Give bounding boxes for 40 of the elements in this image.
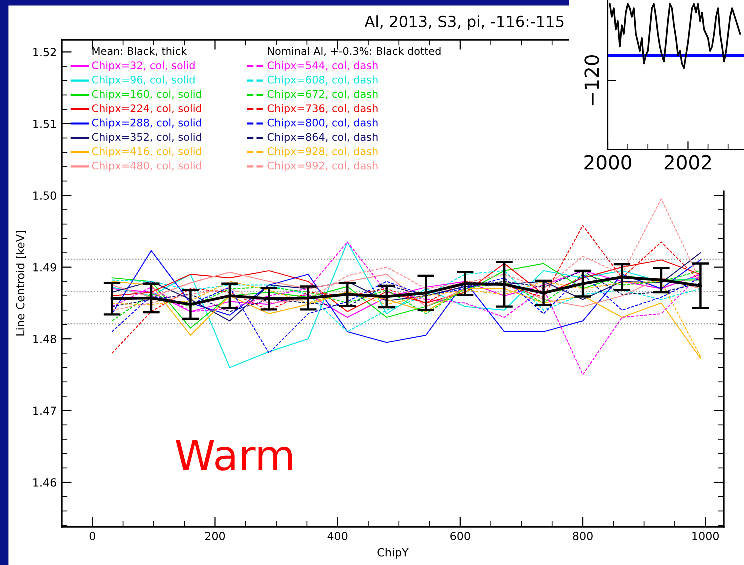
y-tick-label: 1.51 xyxy=(34,120,56,128)
y-tick-label: 1.52 xyxy=(34,48,56,57)
y-tick-label: 1.46 xyxy=(34,478,56,487)
legend-label: Chipx=672, col, dash xyxy=(268,90,378,100)
annotation: Nominal Al, +-0.3%: Black dotted xyxy=(268,47,441,56)
legend-label: Chipx=224, col, solid xyxy=(92,104,202,114)
legend-label: Chipx=736, col, dash xyxy=(268,104,378,114)
x-tick-label: 2002 xyxy=(664,155,712,170)
x-tick-label: 2000 xyxy=(584,155,632,170)
legend-label: Chipx=32, col, solid xyxy=(92,61,195,72)
annotation: Mean: Black, thick xyxy=(92,47,188,56)
chart-title: Al, 2013, S3, pi, -116:-115 xyxy=(364,16,564,30)
x-tick-label: 0 xyxy=(90,532,96,540)
x-tick-label: 1000 xyxy=(692,532,720,540)
annotation: Warm xyxy=(176,440,292,471)
line-series xyxy=(112,198,702,311)
annotation: −120 xyxy=(584,55,600,106)
legend-label: Chipx=864, col, dash xyxy=(268,133,378,144)
x-tick-label: 400 xyxy=(328,532,348,540)
y-tick-label: 1.49 xyxy=(34,263,56,272)
legend-label: Chipx=96, col, solid xyxy=(92,76,195,86)
x-axis-title: ChipY xyxy=(378,548,409,559)
x-tick-label: 800 xyxy=(573,532,593,540)
legend-label: Chipx=480, col, solid xyxy=(92,162,202,172)
line-series xyxy=(112,225,702,354)
legend-label: Chipx=288, col, solid xyxy=(92,118,202,129)
legend-label: Chipx=928, col, dash xyxy=(268,147,378,158)
y-tick-label: 1.48 xyxy=(34,335,56,344)
legend-label: Chipx=544, col, dash xyxy=(268,61,378,72)
legend-label: Chipx=160, col, solid xyxy=(92,90,202,100)
legend-label: Chipx=608, col, dash xyxy=(268,76,378,86)
x-tick-label: 600 xyxy=(450,532,470,540)
y-axis-title: Line Centroid [keV] xyxy=(16,231,26,336)
legend-label: Chipx=352, col, solid xyxy=(92,133,202,144)
x-tick-label: 200 xyxy=(205,532,226,540)
y-tick-label: 1.50 xyxy=(34,192,56,200)
legend-label: Chipx=992, col, dash xyxy=(268,162,378,172)
legend-label: Chipx=416, col, solid xyxy=(92,147,202,158)
y-tick-label: 1.47 xyxy=(34,406,56,416)
legend-label: Chipx=800, col, dash xyxy=(268,118,378,129)
